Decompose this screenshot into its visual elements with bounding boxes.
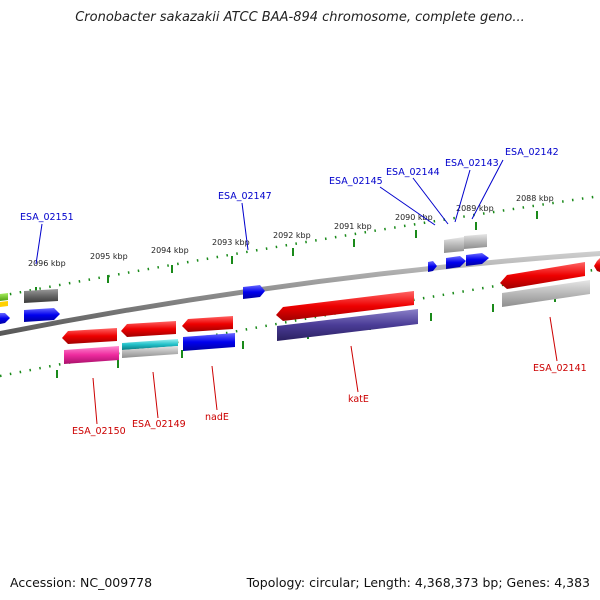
scale-label: 2093 kbp (212, 238, 250, 247)
gene-label[interactable]: katE (348, 394, 369, 405)
gene-feature[interactable] (464, 234, 487, 249)
scale-label: 2089 kbp (456, 204, 494, 213)
forward-genes[interactable] (0, 234, 489, 324)
scale-label: 2095 kbp (90, 252, 128, 261)
reverse-leader-lines (92, 316, 558, 425)
scale-label: 2096 kbp (28, 259, 66, 268)
gene-label[interactable]: ESA_02143 (445, 158, 499, 169)
gene-feature[interactable] (594, 258, 600, 272)
gene-label[interactable]: ESA_02147 (218, 191, 272, 202)
genome-stats: Topology: circular; Length: 4,368,373 bp… (246, 575, 590, 590)
scale-label: 2090 kbp (395, 213, 433, 222)
gene-label[interactable]: ESA_02141 (533, 363, 587, 374)
gene-label[interactable]: ESA_02149 (132, 419, 186, 430)
gene-label[interactable]: ESA_02145 (329, 176, 383, 187)
gene-feature[interactable] (64, 346, 119, 364)
gene-feature[interactable] (183, 333, 235, 351)
gene-feature[interactable] (428, 261, 437, 272)
scale-label: 2091 kbp (334, 222, 372, 231)
gene-feature[interactable] (0, 313, 10, 324)
gene-label[interactable]: ESA_02142 (505, 147, 559, 158)
gene-feature[interactable] (276, 291, 414, 321)
gene-feature[interactable] (24, 308, 60, 322)
scale-label: 2088 kbp (516, 194, 554, 203)
scale-label: 2092 kbp (273, 231, 311, 240)
gene-feature[interactable] (62, 328, 117, 344)
gene-feature[interactable] (182, 316, 233, 332)
gene-feature[interactable] (122, 339, 178, 350)
gene-feature[interactable] (502, 280, 590, 307)
gene-feature[interactable] (500, 262, 585, 289)
gene-feature[interactable] (444, 237, 464, 253)
gene-feature[interactable] (466, 253, 489, 266)
scale-label: 2094 kbp (151, 246, 189, 255)
gene-feature[interactable] (122, 346, 178, 358)
gene-label[interactable]: ESA_02144 (386, 167, 440, 178)
gene-feature[interactable] (0, 293, 8, 301)
gene-feature[interactable] (277, 309, 418, 341)
chromosome-backbone (0, 251, 600, 336)
forward-leader-lines (35, 159, 504, 265)
accession-label: Accession: NC_009778 (10, 575, 153, 590)
scale-labels: 2096 kbp 2095 kbp 2094 kbp 2093 kbp 2092… (28, 194, 554, 268)
gene-label[interactable]: nadE (205, 412, 229, 423)
reverse-genes[interactable] (24, 258, 600, 364)
gene-label[interactable]: ESA_02151 (20, 212, 74, 223)
gene-feature[interactable] (121, 321, 176, 337)
gene-feature[interactable] (446, 256, 466, 269)
gene-label[interactable]: ESA_02150 (72, 426, 126, 437)
gene-feature[interactable] (24, 289, 58, 303)
forward-gene-labels: ESA_02151 ESA_02147 ESA_02145 ESA_02144 … (20, 147, 559, 223)
gene-feature[interactable] (0, 301, 8, 307)
gene-feature[interactable] (243, 285, 265, 299)
page-title: Cronobacter sakazakii ATCC BAA-894 chrom… (75, 10, 525, 25)
reverse-gene-labels: ESA_02150 ESA_02149 nadE katE ESA_02141 (72, 363, 587, 437)
